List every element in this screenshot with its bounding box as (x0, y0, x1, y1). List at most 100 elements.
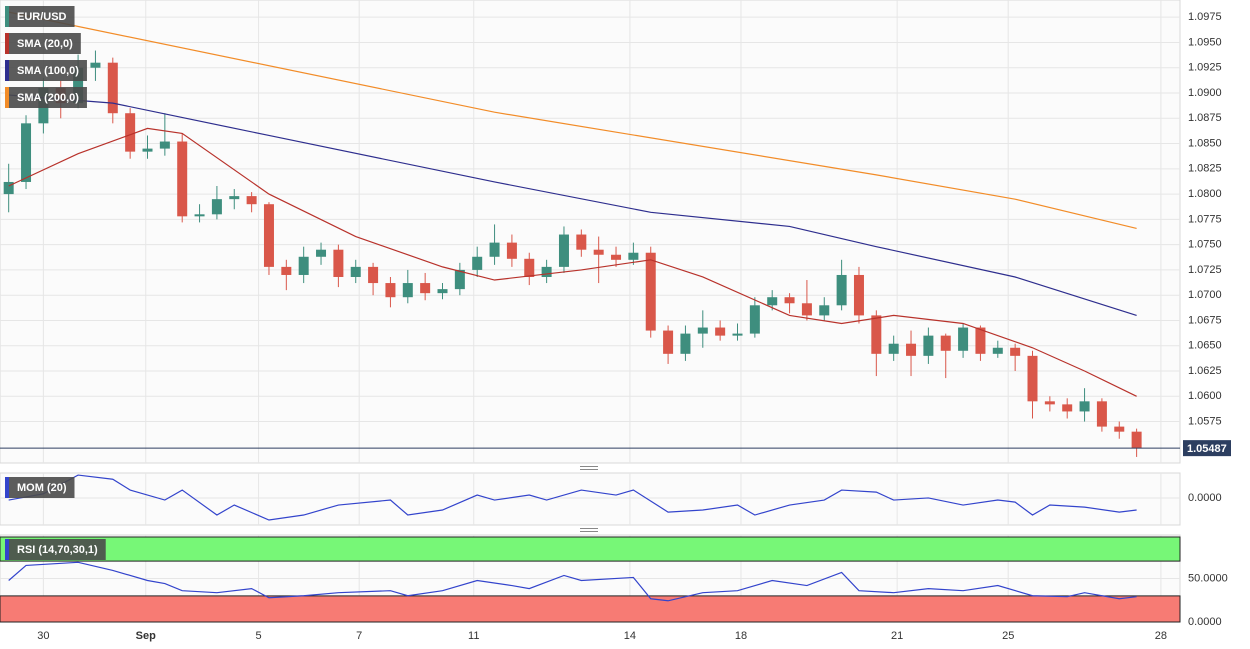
y-tick-label: 1.0575 (1188, 415, 1222, 427)
legend-swatch (5, 6, 9, 27)
y-tick-label: 1.0850 (1188, 137, 1222, 149)
candle-body (316, 249, 327, 257)
candle-body (767, 297, 778, 306)
candle-body (472, 256, 483, 270)
indicator-line (8, 474, 1137, 521)
candle-body (871, 315, 882, 354)
candle-body (177, 141, 188, 217)
candle-body (680, 333, 691, 354)
legend-item: SMA (100,0) (5, 60, 87, 81)
legend-swatch (5, 60, 9, 81)
oversold-band (0, 595, 1181, 623)
legend-label: SMA (20,0) (17, 38, 73, 50)
legend-label: SMA (100,0) (17, 65, 79, 77)
candle-body (420, 283, 431, 294)
x-tick-label: 7 (356, 630, 362, 642)
x-tick-label: 14 (624, 630, 636, 642)
candle-body (368, 266, 379, 284)
legend-box (5, 6, 75, 27)
y-tick-label: 0.0000 (1188, 492, 1222, 504)
y-tick-label: 1.0675 (1188, 314, 1222, 326)
candle-body (541, 266, 552, 277)
legend-item: SMA (20,0) (5, 33, 81, 54)
y-tick-label: 1.0650 (1188, 340, 1222, 352)
legend-label: MOM (20) (17, 482, 67, 494)
candle-body (159, 141, 170, 149)
candle-body (333, 249, 344, 277)
legend-label: EUR/USD (17, 11, 67, 23)
candle-body (819, 305, 830, 316)
legend-box (5, 60, 87, 81)
candle-body (298, 256, 309, 275)
candle-body (73, 67, 84, 104)
y-tick-label: 1.0625 (1188, 365, 1222, 377)
candle-body (732, 333, 743, 336)
legend-box (5, 539, 106, 560)
legend-swatch (5, 33, 9, 54)
x-tick-label: 11 (468, 630, 479, 642)
legend-box (5, 477, 75, 498)
candle-body (558, 234, 569, 267)
candle-body (524, 258, 535, 277)
indicator-line (8, 561, 1137, 602)
legend-item: SMA (200,0) (5, 87, 87, 108)
candle-body (663, 330, 674, 354)
candle-body (1079, 401, 1090, 412)
candle-body (940, 335, 951, 351)
candle-body (1027, 355, 1038, 402)
legend-label: RSI (14,70,30,1) (17, 544, 98, 556)
candle-body (194, 214, 205, 217)
candle-body (90, 62, 101, 68)
candle-body (454, 269, 465, 290)
legend-item: EUR/USD (5, 6, 75, 27)
y-tick-label: 1.0950 (1188, 36, 1222, 48)
candle-body (836, 274, 847, 306)
price-tag-label: 1.05487 (1187, 443, 1227, 455)
candle-body (246, 196, 257, 205)
candle-body (576, 234, 587, 250)
sma-line (8, 11, 1137, 230)
candle-body (715, 327, 726, 336)
candle-body (506, 242, 517, 259)
candle-body (125, 113, 136, 152)
candle-body (385, 283, 396, 298)
candle-body (645, 252, 656, 331)
candle-body (801, 303, 812, 316)
overbought-band (0, 536, 1181, 562)
candle-body (697, 327, 708, 334)
y-tick-label: 1.0600 (1188, 390, 1222, 402)
candle-body (749, 305, 760, 334)
y-tick-label: 1.0900 (1188, 87, 1222, 99)
legend-box (5, 33, 81, 54)
candle-body (975, 327, 986, 354)
y-tick-label: 1.0975 (1188, 11, 1222, 23)
candle-body (888, 343, 899, 354)
candle-body (211, 199, 222, 215)
panel-grip[interactable] (580, 466, 598, 532)
candle-body (1131, 431, 1142, 449)
candle-body (992, 347, 1003, 354)
candle-body (350, 266, 361, 277)
x-tick-label: 30 (37, 630, 49, 642)
y-tick-label: 1.0925 (1188, 62, 1222, 74)
y-tick-label: 1.0725 (1188, 264, 1222, 276)
price-tag (1183, 440, 1231, 457)
candle-body (281, 266, 292, 275)
candle-body (1062, 404, 1073, 412)
candle-body (1010, 347, 1021, 356)
candle-body (21, 123, 32, 182)
candle-body (489, 242, 500, 257)
y-tick-label: 1.0700 (1188, 289, 1222, 301)
y-tick-label: 1.0750 (1188, 239, 1222, 251)
legend-item: MOM (20) (5, 477, 75, 498)
candle-body (263, 204, 274, 267)
main-panel (0, 0, 1181, 464)
x-tick-label: 5 (255, 630, 261, 642)
mom-panel (0, 472, 1181, 526)
candle-body (142, 148, 153, 152)
candle-body (628, 252, 639, 260)
legend-box (5, 87, 87, 108)
candle-body (107, 62, 118, 114)
y-tick-label: 1.0825 (1188, 163, 1222, 175)
